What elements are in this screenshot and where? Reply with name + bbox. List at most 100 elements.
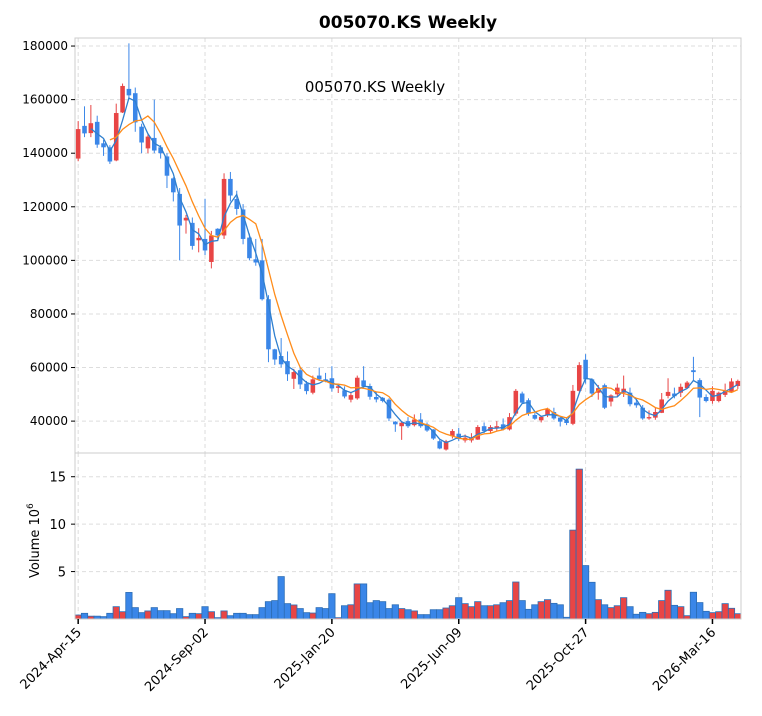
volume-bar	[651, 611, 659, 620]
candle-down	[82, 125, 87, 134]
candle-down	[519, 393, 525, 403]
volume-bar	[493, 604, 501, 620]
volume-bar	[112, 606, 120, 620]
volume-bar	[601, 604, 609, 620]
volume-bar	[80, 612, 89, 620]
candle-down	[164, 156, 170, 176]
volume-bar	[125, 592, 133, 620]
volume-bar	[220, 610, 228, 620]
volume-bar	[398, 608, 406, 620]
candle-up	[608, 395, 614, 402]
volume-bar	[119, 611, 127, 620]
candle-down	[101, 143, 106, 148]
candle-down	[215, 228, 220, 236]
price-tick-label: 120000	[22, 200, 68, 214]
candle-up	[399, 422, 404, 427]
candle-down	[526, 400, 531, 414]
candle-down	[177, 193, 182, 226]
volume-bar	[455, 597, 463, 620]
candle-down	[272, 349, 278, 360]
volume-bar	[677, 606, 685, 620]
volume-bar	[296, 608, 304, 620]
candle-down	[228, 178, 233, 196]
candle-up	[576, 365, 582, 391]
volume-bar	[582, 565, 590, 620]
candle-down	[367, 386, 373, 397]
candle-down	[107, 147, 113, 162]
volume-bar	[385, 608, 393, 620]
inner-title: 005070.KS Weekly	[305, 78, 445, 96]
volume-bar	[696, 602, 704, 620]
candle-up	[722, 390, 728, 395]
volume-tick-label: 10	[49, 518, 66, 533]
volume-bar	[607, 607, 615, 620]
volume-bar	[207, 611, 215, 620]
volume-bar	[188, 612, 196, 620]
candle-up	[729, 381, 734, 392]
volume-bar	[658, 600, 666, 620]
moving-average-short-line	[90, 97, 739, 444]
volume-bar	[620, 597, 628, 620]
grid-lines	[75, 38, 741, 619]
volume-bar	[347, 604, 355, 620]
candle-up	[145, 136, 151, 149]
candle-up	[513, 390, 519, 414]
candle-down	[234, 199, 240, 209]
candle-up	[183, 217, 189, 221]
candle-down	[386, 399, 392, 419]
price-tick-label: 100000	[22, 253, 68, 267]
candle-down	[266, 299, 271, 350]
volume-bar	[467, 606, 475, 620]
volume-bar	[417, 614, 425, 620]
volume-bar	[283, 603, 292, 620]
volume-bar	[309, 612, 317, 620]
candle-down	[361, 380, 366, 387]
volume-bar	[252, 614, 260, 620]
volume-bar	[512, 581, 520, 620]
candle-down	[247, 237, 252, 259]
volume-bar	[721, 603, 729, 620]
volume-bar	[239, 612, 247, 620]
moving-average-long-line	[109, 115, 739, 440]
volume-tick-label: 5	[58, 566, 66, 581]
candle-down	[342, 390, 347, 397]
volume-bar	[715, 611, 723, 620]
candle-up	[665, 391, 671, 396]
volume-bar	[594, 599, 602, 620]
volume-bar	[271, 600, 279, 620]
candle-down	[285, 361, 290, 375]
candle-up	[450, 431, 455, 437]
volume-bar	[328, 593, 336, 620]
volume-bar	[588, 581, 596, 620]
x-tick-label: 2025-Oct-27	[524, 625, 592, 693]
volume-bars	[74, 468, 742, 620]
candle-down	[437, 441, 442, 449]
candle-down	[640, 407, 645, 419]
volume-axis-label-exponent: 6	[26, 503, 36, 509]
volume-bar	[106, 612, 114, 620]
candle-down	[152, 137, 157, 151]
axes: 40000 60000 80000 100000 120000 140000 160000 1…	[18, 39, 720, 695]
candle-up	[615, 387, 620, 395]
candle-down	[126, 88, 132, 96]
volume-bar	[144, 610, 152, 620]
candle-up	[475, 427, 481, 440]
candle-up	[684, 382, 690, 389]
candle-down	[634, 402, 639, 406]
moving-averages	[90, 97, 739, 444]
volume-bar	[372, 600, 380, 620]
volume-bar	[702, 610, 710, 620]
candle-up	[443, 441, 449, 450]
candle-down	[316, 375, 322, 380]
volume-bar	[626, 606, 634, 620]
volume-bar	[531, 604, 539, 620]
volume-bar	[543, 599, 552, 620]
volume-bar	[442, 607, 450, 620]
volume-bar	[315, 607, 323, 620]
volume-bar	[645, 613, 653, 620]
price-tick-label: 160000	[22, 93, 68, 107]
candle-down	[158, 147, 163, 154]
volume-bar	[550, 602, 558, 620]
volume-bar	[670, 604, 678, 620]
candle-down	[672, 393, 677, 397]
